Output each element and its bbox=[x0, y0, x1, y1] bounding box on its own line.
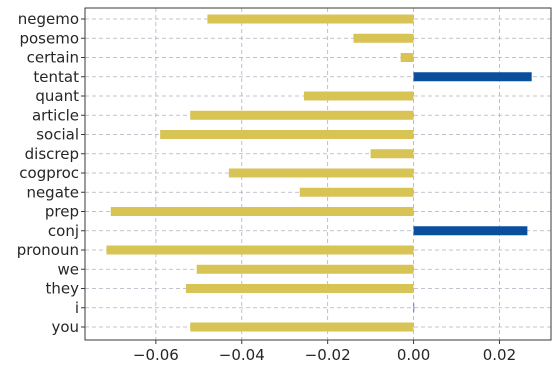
bar-certain bbox=[400, 53, 414, 62]
x-tick-label: −0.04 bbox=[219, 346, 265, 364]
y-tick-label: tentat bbox=[33, 68, 79, 86]
y-tick-label: conj bbox=[48, 222, 79, 240]
x-tick-label: −0.06 bbox=[133, 346, 179, 364]
x-tick-label: 0.00 bbox=[397, 346, 430, 364]
y-tick-label: certain bbox=[27, 49, 79, 67]
y-tick-label: discrep bbox=[25, 145, 79, 163]
y-tick-label: article bbox=[32, 106, 79, 124]
bar-conj bbox=[413, 226, 528, 236]
y-tick-label: prep bbox=[45, 203, 79, 221]
bar-article bbox=[190, 110, 414, 120]
bar-negate bbox=[299, 187, 414, 197]
y-tick-label: cogproc bbox=[19, 164, 79, 182]
x-tick-label: −0.02 bbox=[305, 346, 351, 364]
bar-posemo bbox=[353, 33, 414, 43]
bars bbox=[106, 14, 532, 332]
y-tick-label: quant bbox=[35, 87, 79, 105]
y-tick-label: negate bbox=[26, 183, 79, 201]
bar-tentat bbox=[413, 72, 532, 82]
y-tick-label: negemo bbox=[18, 10, 79, 28]
y-tick-label: we bbox=[58, 260, 80, 278]
x-tick-label: 0.02 bbox=[483, 346, 516, 364]
bar-negemo bbox=[207, 14, 414, 24]
bar-i bbox=[413, 303, 415, 313]
bar-we bbox=[196, 264, 414, 274]
bar-discrep bbox=[370, 149, 414, 159]
bar-quant bbox=[304, 91, 414, 101]
y-tick-label: you bbox=[51, 318, 79, 336]
y-tick-label: posemo bbox=[19, 29, 79, 47]
x-axis-ticks: −0.06 −0.04 −0.02 0.00 0.02 bbox=[133, 340, 516, 364]
bar-they bbox=[185, 284, 414, 293]
y-tick-label: they bbox=[46, 280, 80, 298]
bar-you bbox=[190, 322, 414, 332]
y-tick-label: i bbox=[75, 299, 79, 317]
bar-cogproc bbox=[228, 168, 414, 178]
y-tick-label: pronoun bbox=[17, 241, 79, 259]
plot-frame bbox=[84, 7, 552, 341]
bar-pronoun bbox=[106, 245, 414, 255]
bar-prep bbox=[110, 207, 414, 216]
y-tick-label: social bbox=[36, 126, 79, 144]
bar-social bbox=[160, 130, 414, 139]
